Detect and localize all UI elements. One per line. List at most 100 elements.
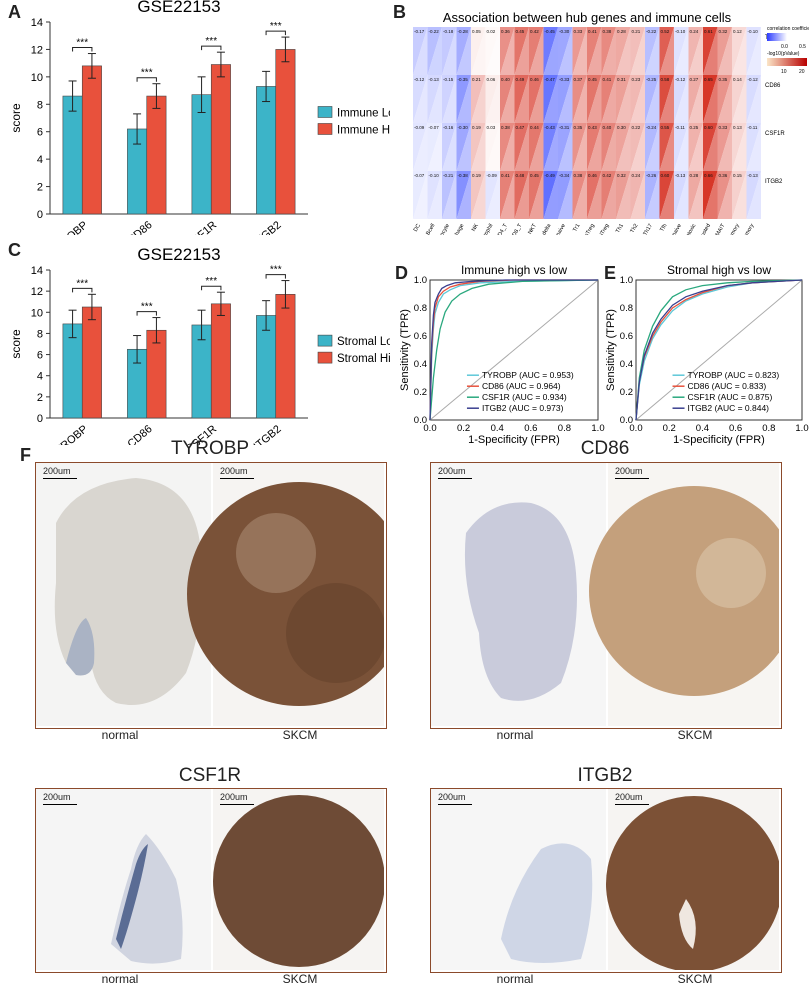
heatmap-value: 0.28 <box>617 29 626 34</box>
heatmap-value: 0.25 <box>690 125 699 130</box>
heatmap-col-label: Tr1 <box>572 223 581 233</box>
x-axis-label: 1-Specificity (FPR) <box>673 434 765 446</box>
heatmap-value: 0.38 <box>603 29 612 34</box>
y-axis-label: score <box>9 329 23 359</box>
heatmap-value: 0.66 <box>704 173 713 178</box>
legend-title: correlation coefficient <box>767 26 809 32</box>
y-tick-label: 0.4 <box>620 359 633 370</box>
scale-label: 200um <box>43 466 71 476</box>
chart-title: GSE22153 <box>137 245 220 264</box>
scale-label: 200um <box>438 792 466 802</box>
heatmap-cell-pvalue <box>703 171 718 219</box>
significance-bracket <box>72 287 93 293</box>
heatmap-value: 0.42 <box>530 29 539 34</box>
diagonal-reference <box>429 279 599 421</box>
heatmap-cell-pvalue <box>485 75 500 123</box>
bar-chart-immune: GSE22153 0 2 4 6 8 10 12 14 score *** TYROBP *** CD86… <box>9 0 390 235</box>
ihc-title-tyrobp: TYROBP <box>170 438 250 459</box>
significance-bracket <box>265 30 286 36</box>
x-tick-label: CD86 <box>125 219 154 235</box>
scale-bar <box>43 478 77 479</box>
legend-label: Immune High <box>337 124 390 136</box>
heatmap-value: 0.60 <box>661 173 670 178</box>
y-tick-label: 0 <box>37 209 43 221</box>
legend-label: CD86 (AUC = 0.964) <box>482 381 561 391</box>
legend-label: Stromal High <box>337 353 390 365</box>
heatmap-value: 0.21 <box>472 77 481 82</box>
heatmap-value: -0.22 <box>646 29 657 34</box>
bar-chart-stromal: GSE2215302468101214score***TYROBP***CD86… <box>9 245 390 445</box>
x-tick-label: 0.4 <box>696 423 709 434</box>
heatmap-cell-pvalue <box>746 171 761 219</box>
caption-normal: normal <box>496 972 534 986</box>
heatmap-col-label: Th17 <box>643 223 654 235</box>
bar <box>62 95 83 215</box>
caption-tumor: SKCM <box>282 728 318 742</box>
heatmap-cell-pvalue <box>456 171 471 219</box>
x-tick-label: 1.0 <box>591 423 604 434</box>
y-tick-label: 0.8 <box>620 303 633 314</box>
caption-normal: normal <box>101 728 139 742</box>
heatmap-cell-pvalue <box>558 27 573 75</box>
legend-tick: 10 <box>781 69 787 75</box>
heatmap-cell-pvalue <box>717 27 732 75</box>
bar <box>256 86 277 215</box>
heatmap-cell-pvalue <box>427 123 442 171</box>
panel-label-f: F <box>20 445 31 465</box>
x-tick-label: 0.6 <box>729 423 742 434</box>
heatmap-value: 0.60 <box>704 125 713 130</box>
heatmap-value: 0.24 <box>690 29 699 34</box>
heatmap-value: 0.46 <box>530 77 539 82</box>
panel-label-d: D <box>395 263 408 283</box>
x-tick-label: TYROBP <box>48 219 90 235</box>
heatmap-value: -0.31 <box>559 125 570 130</box>
heatmap-cell-pvalue <box>471 171 486 219</box>
heatmap-cell-pvalue <box>587 27 602 75</box>
roc-curve-itgb2 <box>635 279 803 421</box>
heatmap-cell-pvalue <box>485 171 500 219</box>
heatmap-cell-pvalue <box>587 171 602 219</box>
legend-title: -log10(pValue) <box>767 51 800 57</box>
heatmap-cell-pvalue <box>456 75 471 123</box>
y-tick-label: 0.2 <box>414 387 427 398</box>
heatmap-cell-pvalue <box>659 123 674 171</box>
heatmap-value: 0.42 <box>603 173 612 178</box>
heatmap-col-label: Tfh <box>659 223 668 233</box>
heatmap-value: 0.31 <box>617 77 626 82</box>
heatmap-cell-pvalue <box>616 75 631 123</box>
y-tick-label: 12 <box>31 286 43 298</box>
heatmap-value: 0.58 <box>661 77 670 82</box>
heatmap-cell-pvalue <box>732 27 747 75</box>
heatmap-cell-pvalue <box>558 75 573 123</box>
heatmap-value: 0.52 <box>661 29 670 34</box>
scale-bar <box>220 804 254 805</box>
bar <box>256 315 277 419</box>
heatmap-value: 0.32 <box>617 173 626 178</box>
heatmap-value: -0.26 <box>646 173 657 178</box>
heatmap-cell-pvalue <box>645 75 660 123</box>
chart-title: GSE22153 <box>137 0 220 16</box>
heatmap-cell-pvalue <box>514 123 529 171</box>
heatmap-value: -0.15 <box>443 77 454 82</box>
roc-title: Immune high vs low <box>461 263 567 277</box>
caption-tumor: SKCM <box>677 972 713 986</box>
heatmap-value: 0.05 <box>472 29 481 34</box>
x-tick-label: 0.2 <box>663 423 676 434</box>
heatmap-cell-pvalue <box>630 27 645 75</box>
scale-label: 200um <box>43 792 71 802</box>
y-tick-label: 2 <box>37 392 43 404</box>
heatmap-value: -0.35 <box>458 77 469 82</box>
heatmap-cell-pvalue <box>717 75 732 123</box>
panel-label-c: C <box>8 240 21 260</box>
heatmap-value: -0.16 <box>443 125 454 130</box>
heatmap-value: 0.21 <box>632 29 641 34</box>
scale-label: 200um <box>220 792 248 802</box>
heatmap-cell-pvalue <box>659 171 674 219</box>
heatmap-col-label: Monocyte <box>434 223 451 235</box>
roc-curve-itgb2 <box>429 279 598 421</box>
heatmap-cell-pvalue <box>543 75 558 123</box>
heatmap-value: -0.12 <box>675 77 686 82</box>
heatmap-col-label: CD4_naive <box>548 223 567 235</box>
significance-bracket <box>136 77 157 82</box>
heatmap-value: 0.27 <box>690 77 699 82</box>
